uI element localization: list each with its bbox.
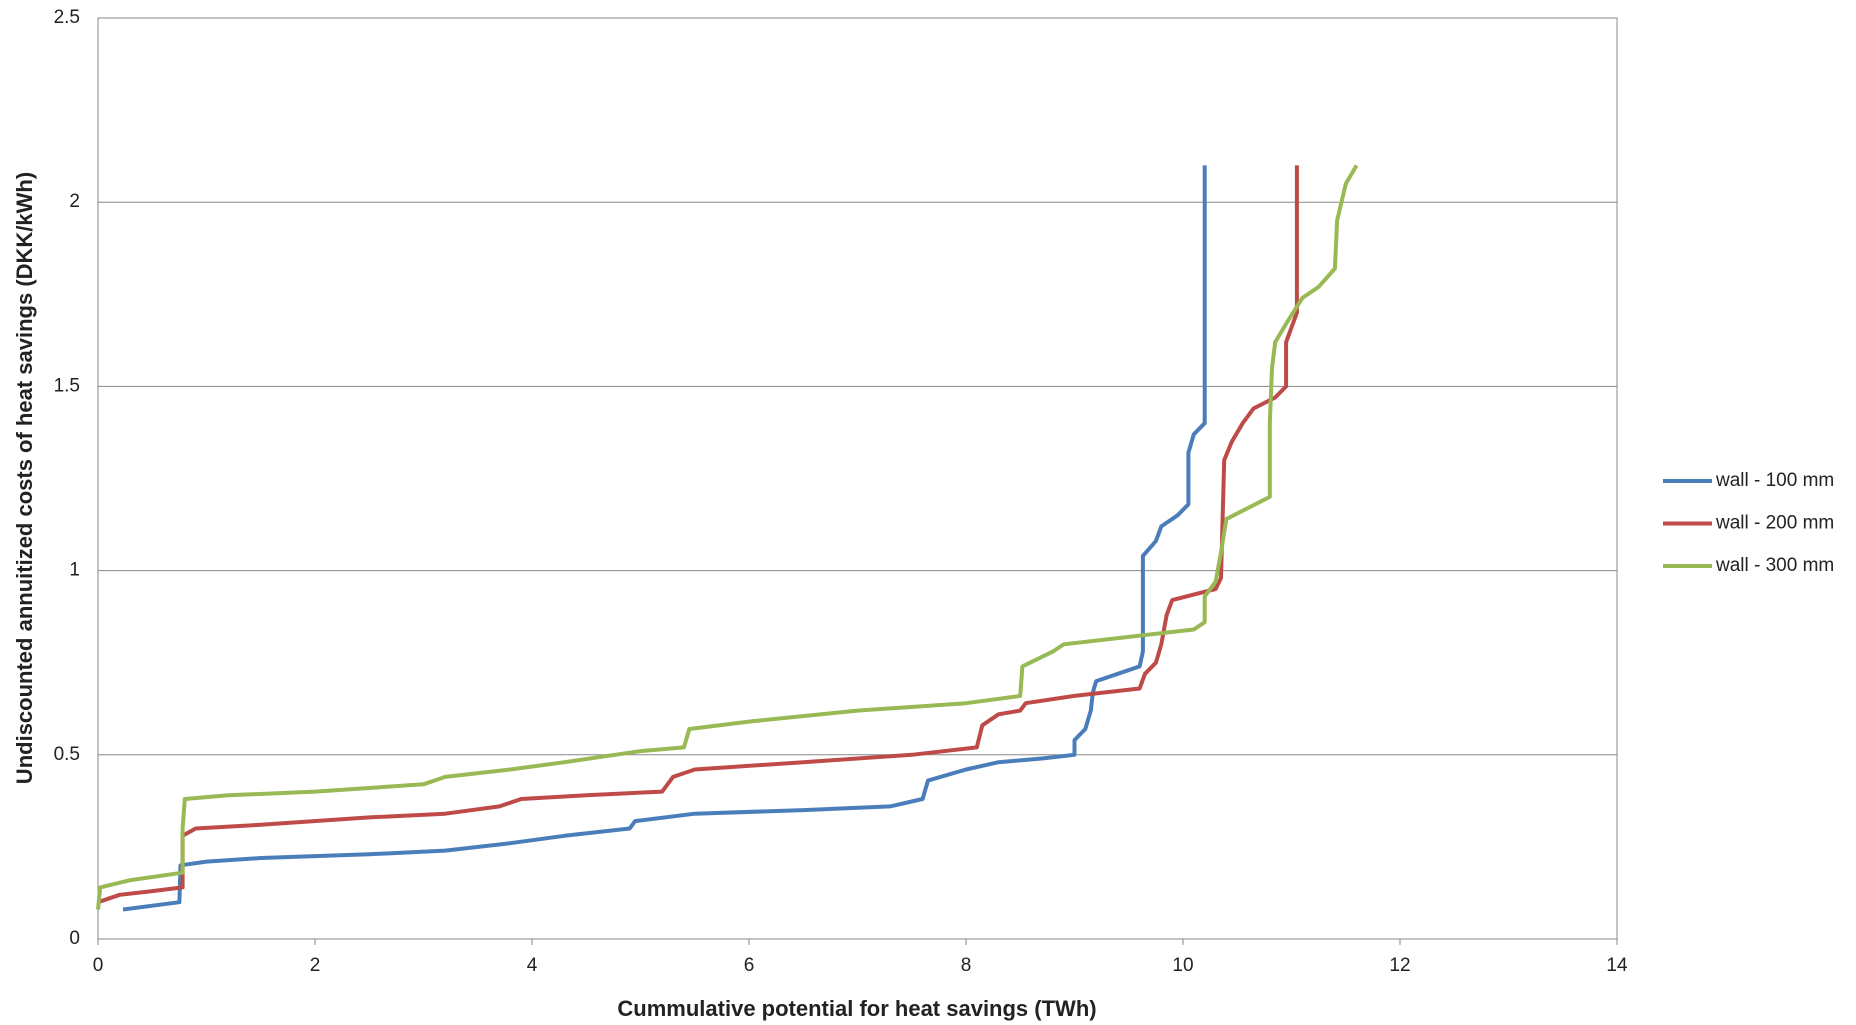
x-tick-label: 12 [1389, 955, 1410, 976]
y-tick-label: 0 [69, 928, 80, 949]
y-tick-label: 2 [69, 191, 80, 212]
y-axis-title: Undiscounted annuitized costs of heat sa… [12, 172, 37, 784]
x-tick-label: 2 [310, 955, 321, 976]
legend-label: wall - 100 mm [1715, 470, 1834, 491]
x-tick-label: 4 [527, 955, 538, 976]
y-tick-label: 1 [69, 560, 80, 581]
series-line [122, 165, 1207, 912]
legend-label: wall - 300 mm [1715, 555, 1834, 576]
series-line [96, 164, 1359, 910]
y-tick-label: 1.5 [54, 375, 80, 396]
x-tick-label: 10 [1172, 955, 1193, 976]
x-axis-title: Cummulative potential for heat savings (… [617, 996, 1096, 1021]
series-line [97, 165, 1299, 905]
y-tick-label: 0.5 [54, 744, 80, 765]
x-tick-label: 8 [961, 955, 972, 976]
legend-label: wall - 200 mm [1715, 513, 1834, 534]
x-tick-label: 6 [744, 955, 755, 976]
y-tick-label: 2.5 [54, 7, 80, 28]
x-tick-label: 0 [93, 955, 104, 976]
plot-area [97, 17, 1618, 940]
x-tick-label: 14 [1606, 955, 1628, 976]
